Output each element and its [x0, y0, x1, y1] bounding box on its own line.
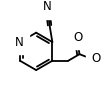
Text: N: N	[15, 36, 23, 48]
Text: O: O	[73, 31, 82, 44]
Text: N: N	[43, 0, 52, 13]
Text: O: O	[92, 52, 101, 65]
